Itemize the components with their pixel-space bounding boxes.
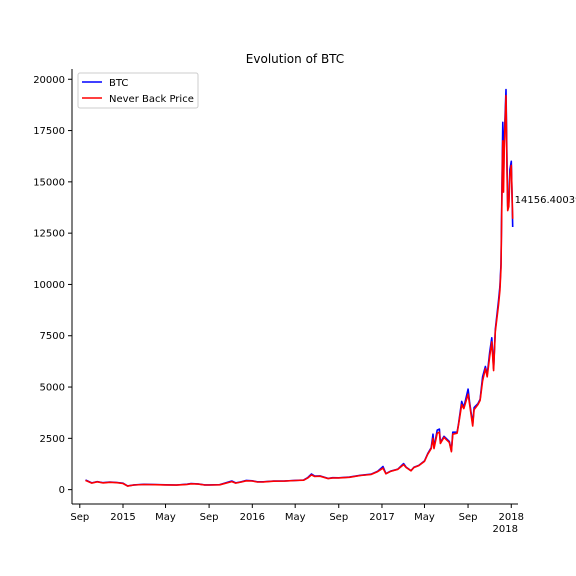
y-tick-label: 17500: [33, 126, 65, 137]
x-tick-label: Sep: [70, 512, 89, 523]
y-tick-label: 2500: [40, 434, 65, 445]
x-tick-label: May: [155, 512, 176, 523]
series-line-btc: [85, 88, 514, 487]
annotation-layer: 14156.400391: [515, 195, 576, 206]
x-tick-label: Sep: [459, 512, 478, 523]
x-tick-label: 2018: [499, 512, 524, 523]
x-axis-offset-label: 2018: [493, 524, 518, 535]
series-layer: [85, 88, 514, 487]
x-tick-label: 2015: [110, 512, 135, 523]
x-tick-label: 2016: [240, 512, 265, 523]
y-tick-label: 5000: [40, 383, 65, 394]
x-tick-label: May: [414, 512, 435, 523]
legend-label-never-back-price: Never Back Price: [109, 94, 194, 105]
y-tick-label: 0: [59, 485, 65, 496]
x-tick-label: Sep: [329, 512, 348, 523]
y-tick-label: 12500: [33, 229, 65, 240]
x-axis-ticks: Sep 2015 May Sep 2016 May Sep 2017 May Sep 2018: [70, 504, 524, 523]
legend-frame: [77, 72, 199, 109]
chart-title: Evolution of BTC: [246, 52, 344, 66]
x-tick-label: Sep: [200, 512, 219, 523]
y-axis-ticks: 0 2500 5000 7500 10000 12500 15000 17500 20000: [33, 75, 72, 496]
y-tick-label: 10000: [33, 280, 65, 291]
y-tick-label: 15000: [33, 177, 65, 188]
legend: BTC Never Back Price: [77, 72, 199, 109]
x-tick-label: 2017: [369, 512, 394, 523]
x-tick-label: May: [285, 512, 306, 523]
legend-label-btc: BTC: [109, 78, 128, 89]
y-tick-label: 7500: [40, 331, 65, 342]
y-tick-label: 20000: [33, 75, 65, 86]
series-line-never-back-price: [85, 94, 514, 487]
last-price-annotation: 14156.400391: [515, 195, 576, 206]
